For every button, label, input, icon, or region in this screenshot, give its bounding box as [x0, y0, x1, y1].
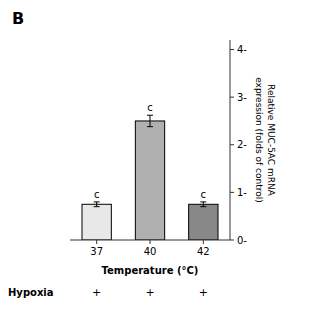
bar-annotation: c [147, 102, 153, 113]
y-tick [230, 97, 234, 98]
bar-annotation: c [201, 189, 207, 200]
y-tick-label: 1- [237, 187, 247, 198]
x-tick-label: 42 [197, 246, 210, 257]
error-cap [94, 201, 100, 202]
x-tick-label: 40 [144, 246, 157, 257]
error-line [96, 202, 97, 207]
y-label: Relative MUC-5AC mRNAexpression (folds o… [254, 77, 276, 203]
bar [135, 121, 164, 240]
title: B [12, 9, 24, 28]
error-cap [147, 115, 153, 116]
y-tick-label: 3- [237, 92, 247, 103]
x-tick-label: 37 [90, 246, 103, 257]
error-cap [200, 206, 206, 207]
error-line [203, 202, 204, 207]
row-mark: + [145, 286, 154, 299]
y-tick-label: 4- [237, 44, 247, 55]
y-tick-label: 2- [237, 139, 247, 150]
y-axis [230, 40, 231, 240]
error-cap [147, 126, 153, 127]
bars [82, 115, 218, 240]
y-tick [230, 144, 234, 145]
x-tick [150, 240, 151, 244]
row-mark: + [199, 286, 208, 299]
y-label-line: expression (folds of control) [254, 77, 264, 203]
x-tick [203, 240, 204, 244]
bar-annotation: c [94, 189, 100, 200]
y-tick [230, 49, 234, 50]
error-cap [200, 201, 206, 202]
chart: Bc c c 0- 1- 2- 3- 4- Relative MUC-5AC mRNAexpre… [0, 0, 320, 320]
y-tick-label: 0- [237, 235, 247, 246]
error-line [150, 115, 151, 126]
row-mark: + [92, 286, 101, 299]
y-tick [230, 240, 234, 241]
x-tick [96, 240, 97, 244]
bar [82, 204, 111, 240]
bar [189, 204, 218, 240]
error-bar [147, 115, 153, 126]
row-label: Hypoxia [8, 287, 54, 298]
y-label-line: Relative MUC-5AC mRNA [266, 84, 276, 197]
error-bar [200, 202, 206, 207]
x-label: Temperature (°C) [102, 265, 199, 276]
error-bar [94, 202, 100, 207]
y-tick [230, 192, 234, 193]
error-cap [94, 206, 100, 207]
